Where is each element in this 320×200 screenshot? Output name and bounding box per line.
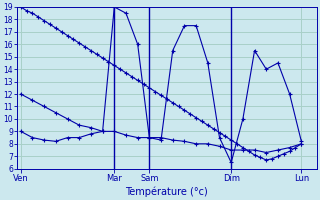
X-axis label: Température (°c): Température (°c): [125, 186, 208, 197]
